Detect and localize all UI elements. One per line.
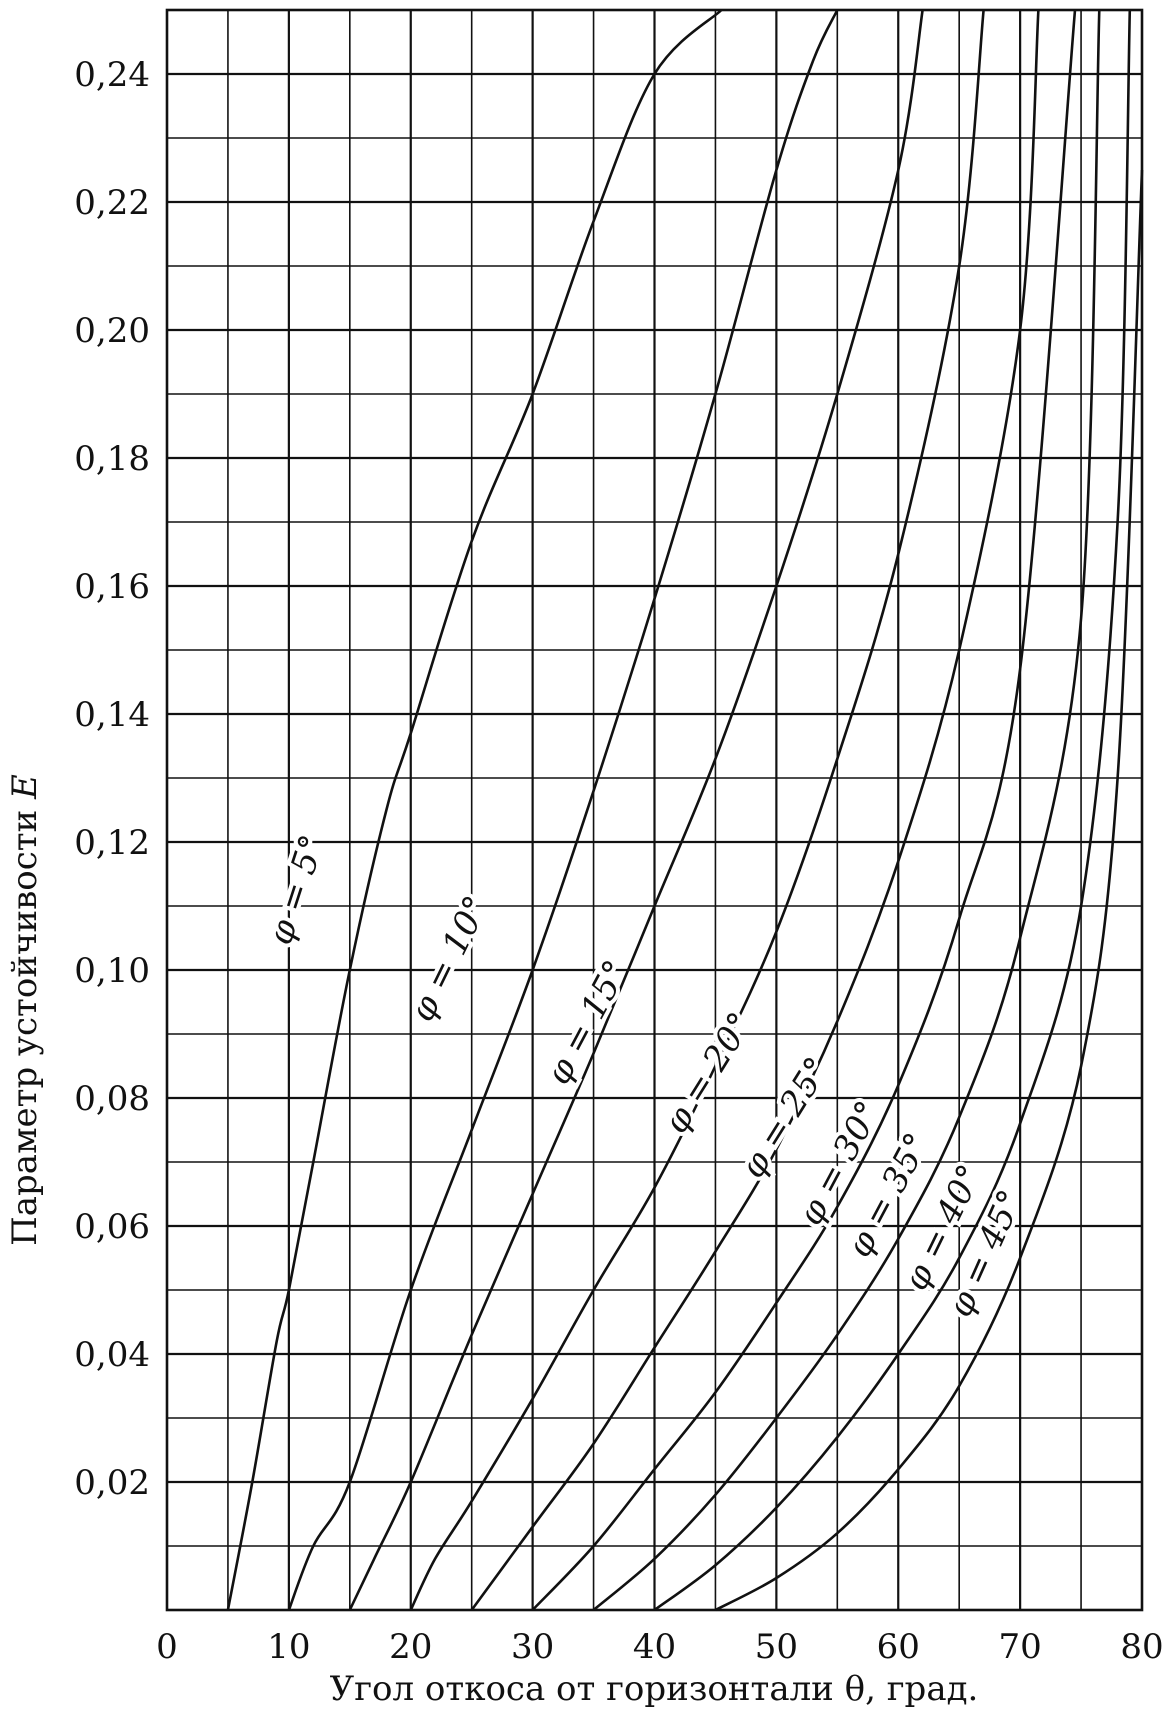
curve-phi-45	[714, 169, 1144, 1612]
x-tick-label: 80	[1120, 1627, 1163, 1667]
curve-label-phi-20: φ = 20°	[656, 1005, 761, 1140]
y-axis-title-symbol: E	[5, 774, 45, 800]
y-tick-label: 0,02	[74, 1463, 150, 1503]
x-tick-label: 20	[389, 1627, 432, 1667]
x-tick-label: 60	[877, 1627, 920, 1667]
curve-phi-35	[592, 9, 1101, 1611]
grid	[167, 10, 1142, 1610]
curve-phi-15	[348, 9, 924, 1611]
x-tick-label: 0	[156, 1627, 178, 1667]
x-tick-label: 40	[633, 1627, 676, 1667]
y-tick-label: 0,10	[74, 951, 150, 991]
curves	[226, 9, 1144, 1612]
y-tick-label: 0,12	[74, 823, 150, 863]
x-tick-label: 70	[998, 1627, 1041, 1667]
y-tick-label: 0,24	[74, 55, 150, 95]
y-tick-label: 0,14	[74, 695, 150, 735]
curve-phi-10	[287, 9, 839, 1611]
y-axis-title-text: Параметр устойчивости	[5, 810, 45, 1246]
y-tick-label: 0,08	[74, 1079, 150, 1119]
x-tick-labels: 0 10 20 30 40 50 60 70 80	[156, 1627, 1163, 1667]
y-tick-label: 0,04	[74, 1335, 150, 1375]
curve-phi-20	[409, 9, 985, 1611]
x-tick-label: 30	[511, 1627, 554, 1667]
y-tick-label: 0,16	[74, 567, 150, 607]
x-tick-label: 10	[267, 1627, 310, 1667]
curve-phi-25	[470, 9, 1040, 1611]
y-axis-title: Параметр устойчивости E	[5, 774, 45, 1246]
curve-phi-5	[226, 9, 723, 1611]
y-tick-label: 0,18	[74, 439, 150, 479]
curve-labels: φ = 5° φ = 10° φ = 15° φ = 20°φ = 25°φ = 30…	[256, 826, 1035, 1327]
curve-phi-40	[653, 9, 1132, 1612]
x-tick-label: 50	[755, 1627, 798, 1667]
plot-frame	[165, 8, 1144, 1612]
curve-label-phi-10: φ = 10°	[402, 890, 497, 1028]
curve-label-phi-5: φ = 5°	[260, 830, 333, 949]
y-tick-label: 0,22	[74, 183, 150, 223]
curve-phi-30	[531, 9, 1077, 1611]
x-axis-title: Угол откоса от горизонтали θ, град.	[330, 1669, 979, 1709]
y-tick-labels: 0,02 0,04 0,06 0,08 0,10 0,12 0,14 0,16 0,18 0,20…	[74, 55, 150, 1503]
y-tick-label: 0,06	[74, 1207, 150, 1247]
y-tick-label: 0,20	[74, 311, 150, 351]
